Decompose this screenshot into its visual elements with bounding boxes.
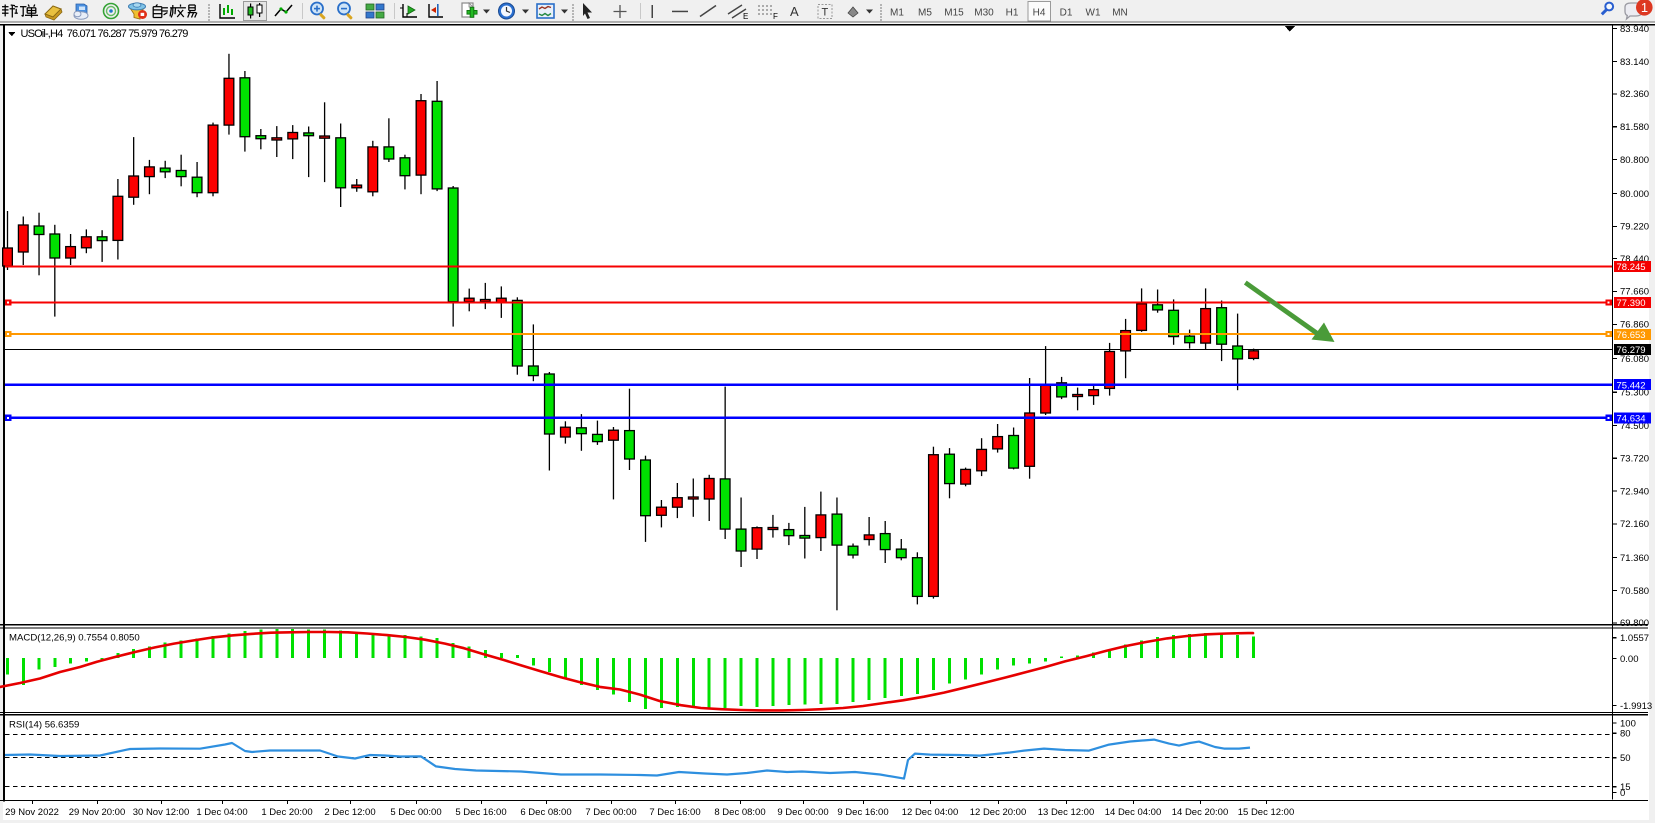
svg-text:72.160: 72.160	[1620, 519, 1649, 530]
svg-text:78.440: 78.440	[1620, 254, 1649, 265]
svg-text:12 Dec 04:00: 12 Dec 04:00	[902, 807, 959, 818]
svg-text:80.800: 80.800	[1620, 155, 1649, 166]
svg-text:M15: M15	[944, 8, 964, 19]
svg-text:72.940: 72.940	[1620, 486, 1649, 497]
svg-text:74.634: 74.634	[1617, 413, 1646, 424]
svg-text:0.00: 0.00	[1620, 654, 1639, 665]
svg-text:29 Nov 20:00: 29 Nov 20:00	[69, 807, 126, 818]
svg-text:MN: MN	[1112, 8, 1128, 19]
svg-text:80: 80	[1620, 729, 1631, 740]
svg-text:1 Dec 04:00: 1 Dec 04:00	[196, 807, 247, 818]
svg-text:70.580: 70.580	[1620, 586, 1649, 597]
svg-text:50: 50	[1620, 753, 1631, 764]
svg-text:T: T	[822, 7, 829, 19]
svg-text:-1.9913: -1.9913	[1620, 701, 1652, 712]
svg-text:5 Dec 16:00: 5 Dec 16:00	[455, 807, 506, 818]
svg-text:7 Dec 16:00: 7 Dec 16:00	[649, 807, 700, 818]
svg-text:79.220: 79.220	[1620, 222, 1649, 233]
svg-text:W1: W1	[1086, 8, 1101, 19]
svg-text:1: 1	[1641, 0, 1648, 15]
svg-text:76.279: 76.279	[1617, 345, 1646, 356]
svg-text:2 Dec 12:00: 2 Dec 12:00	[324, 807, 375, 818]
svg-text:77.390: 77.390	[1617, 298, 1646, 309]
svg-text:7 Dec 00:00: 7 Dec 00:00	[585, 807, 636, 818]
svg-text:80.000: 80.000	[1620, 189, 1649, 200]
svg-text:M30: M30	[974, 8, 994, 19]
svg-text:69.800: 69.800	[1620, 618, 1649, 629]
svg-text:82.360: 82.360	[1620, 89, 1649, 100]
svg-text:6 Dec 08:00: 6 Dec 08:00	[520, 807, 571, 818]
svg-text:USOil-,H4 76.071 76.287 75.97: USOil-,H4 76.071 76.287 75.979 76.279	[21, 28, 189, 40]
svg-text:RSI(14) 56.6359: RSI(14) 56.6359	[9, 720, 79, 731]
svg-text:D1: D1	[1060, 8, 1073, 19]
svg-text:M5: M5	[918, 8, 932, 19]
svg-text:E: E	[743, 12, 748, 21]
svg-text:5 Dec 00:00: 5 Dec 00:00	[390, 807, 441, 818]
svg-text:14 Dec 04:00: 14 Dec 04:00	[1105, 807, 1162, 818]
svg-text:76.080: 76.080	[1620, 354, 1649, 365]
svg-text:81.580: 81.580	[1620, 122, 1649, 133]
svg-text:75.442: 75.442	[1617, 380, 1646, 391]
svg-text:29 Nov 2022: 29 Nov 2022	[5, 807, 59, 818]
svg-text:83.140: 83.140	[1620, 57, 1649, 68]
svg-text:9 Dec 00:00: 9 Dec 00:00	[777, 807, 828, 818]
svg-text:9 Dec 16:00: 9 Dec 16:00	[837, 807, 888, 818]
svg-text:H4: H4	[1033, 8, 1046, 19]
svg-text:15: 15	[1620, 782, 1631, 793]
svg-text:77.660: 77.660	[1620, 287, 1649, 298]
svg-text:13 Dec 12:00: 13 Dec 12:00	[1038, 807, 1095, 818]
svg-text:F: F	[773, 12, 778, 21]
svg-text:100: 100	[1620, 719, 1636, 730]
svg-text:78.245: 78.245	[1617, 262, 1646, 273]
svg-text:8 Dec 08:00: 8 Dec 08:00	[714, 807, 765, 818]
svg-text:0: 0	[1620, 788, 1625, 799]
svg-text:14 Dec 20:00: 14 Dec 20:00	[1172, 807, 1229, 818]
svg-text:MACD(12,26,9) 0.7554 0.8050: MACD(12,26,9) 0.7554 0.8050	[9, 633, 140, 644]
svg-text:H1: H1	[1006, 8, 1019, 19]
svg-text:A: A	[790, 4, 799, 19]
svg-text:71.360: 71.360	[1620, 553, 1649, 564]
svg-text:30 Nov 12:00: 30 Nov 12:00	[133, 807, 190, 818]
svg-text:1 Dec 20:00: 1 Dec 20:00	[261, 807, 312, 818]
svg-text:76.860: 76.860	[1620, 320, 1649, 331]
svg-text:76.653: 76.653	[1617, 330, 1646, 341]
svg-text:75.300: 75.300	[1620, 388, 1649, 399]
svg-text:74.500: 74.500	[1620, 421, 1649, 432]
svg-text:1.0557: 1.0557	[1620, 633, 1649, 644]
svg-text:73.720: 73.720	[1620, 454, 1649, 465]
svg-text:83.940: 83.940	[1620, 24, 1649, 35]
svg-text:12 Dec 20:00: 12 Dec 20:00	[970, 807, 1027, 818]
svg-text:M1: M1	[890, 8, 904, 19]
svg-text:15 Dec 12:00: 15 Dec 12:00	[1238, 807, 1295, 818]
